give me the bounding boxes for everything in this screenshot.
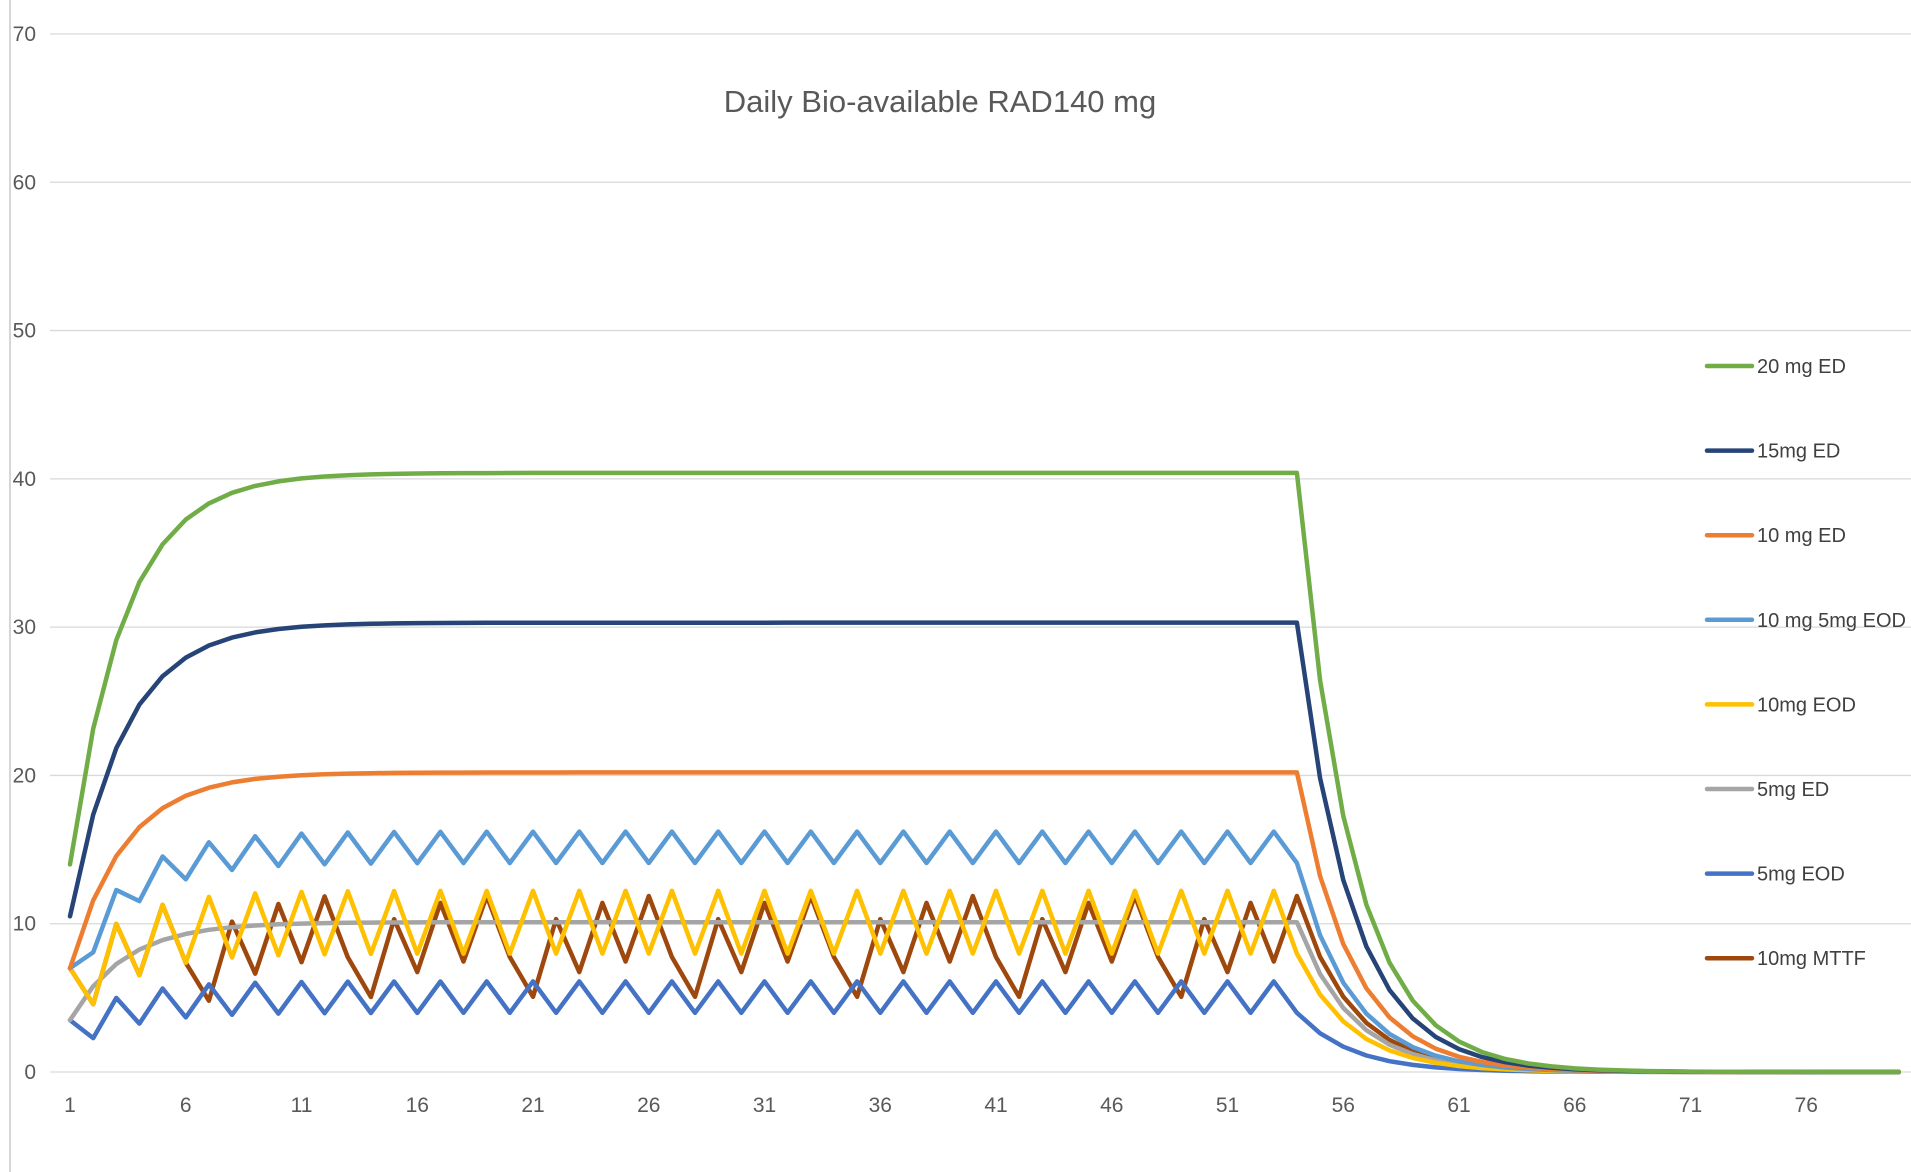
y-tick-label: 60: [13, 171, 36, 194]
x-tick-label: 36: [869, 1094, 892, 1117]
x-axis-tick-labels: 1 6 11 16 21 26 31 36 41 46 51 56 61 66 71 76: [64, 1094, 1818, 1117]
y-tick-label: 50: [13, 320, 36, 343]
y-tick-label: 0: [24, 1061, 36, 1084]
legend-label-10mg-mttf: 10mg MTTF: [1757, 948, 1866, 970]
legend-label-20-mg-ed: 20 mg ED: [1757, 356, 1846, 378]
x-tick-label: 11: [291, 1094, 313, 1117]
x-tick-label: 46: [1100, 1094, 1123, 1117]
x-tick-label: 16: [406, 1094, 429, 1117]
series-lines: [67, 470, 1902, 1075]
x-tick-label: 66: [1563, 1094, 1586, 1117]
x-tick-label: 26: [637, 1094, 660, 1117]
x-tick-label: 6: [180, 1094, 192, 1117]
y-tick-label: 40: [13, 468, 36, 491]
x-tick-label: 76: [1795, 1094, 1818, 1117]
chart-title: Daily Bio-available RAD140 mg: [724, 84, 1156, 119]
x-tick-label: 41: [984, 1094, 1007, 1117]
x-tick-label: 51: [1216, 1094, 1239, 1117]
legend-label-5mg-ed: 5mg ED: [1757, 779, 1829, 801]
y-tick-label: 10: [13, 913, 36, 936]
x-tick-label: 31: [753, 1094, 776, 1117]
legend-label-15mg-ed: 15mg ED: [1757, 441, 1840, 463]
x-tick-label: 61: [1447, 1094, 1470, 1117]
x-tick-label: 21: [521, 1094, 544, 1117]
y-axis-tick-labels: 0 10 20 30 40 50 60 70: [13, 23, 36, 1084]
y-tick-label: 70: [13, 23, 36, 46]
legend: 20 mg ED 15mg ED 10 mg ED 10 mg 5mg EOD 10mg…: [1704, 356, 1906, 970]
legend-label-10-mg-ed: 10 mg ED: [1757, 525, 1846, 547]
legend-label-10-mg-5mg-eod: 10 mg 5mg EOD: [1757, 610, 1906, 632]
series-line-20-mg-ed: [67, 470, 1902, 1075]
legend-label-5mg-eod: 5mg EOD: [1757, 864, 1845, 886]
x-tick-label: 71: [1679, 1094, 1702, 1117]
y-tick-label: 30: [13, 616, 36, 639]
y-tick-label: 20: [13, 764, 36, 787]
x-tick-label: 1: [64, 1094, 76, 1117]
x-tick-label: 56: [1332, 1094, 1355, 1117]
legend-label-10mg-eod: 10mg EOD: [1757, 694, 1856, 716]
